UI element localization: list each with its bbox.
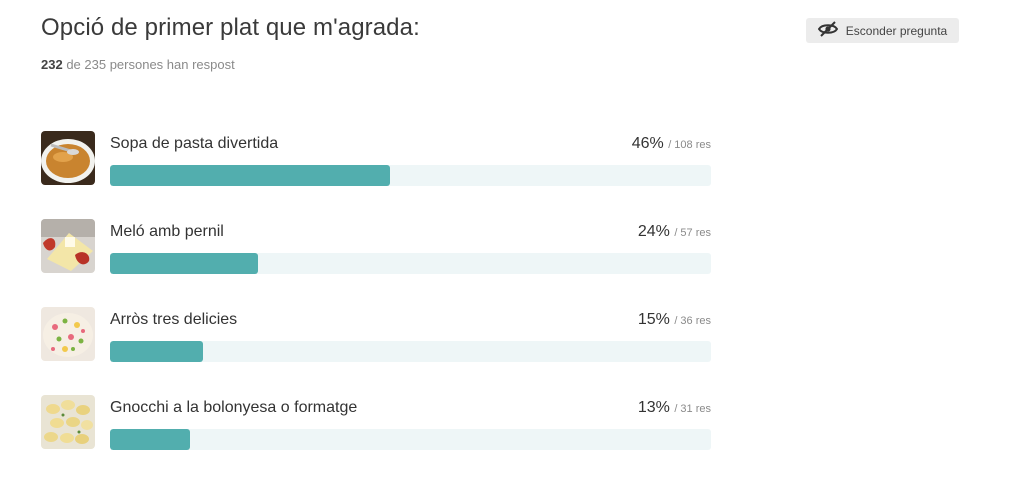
option-stats: 24% / 57 res bbox=[638, 223, 711, 241]
result-bar-fill bbox=[110, 165, 390, 186]
option-percent: 13% bbox=[637, 399, 670, 416]
option-stats: 13% / 31 res bbox=[638, 399, 711, 417]
option-percent: 15% bbox=[637, 311, 670, 328]
option-label: Sopa de pasta divertida bbox=[110, 135, 279, 152]
eye-slash-icon bbox=[817, 21, 838, 40]
melon-ham-thumbnail bbox=[41, 219, 95, 273]
option-stats: 46% / 108 res bbox=[632, 135, 711, 153]
option-label: Meló amb pernil bbox=[110, 223, 224, 240]
result-bar-fill bbox=[110, 341, 204, 362]
option-votes: / 36 res bbox=[674, 315, 711, 327]
result-bar-fill bbox=[110, 429, 191, 450]
rice-thumbnail bbox=[41, 307, 95, 361]
question-title: Opció de primer plat que m'agrada: bbox=[41, 14, 420, 41]
result-bar-track bbox=[110, 341, 711, 362]
poll-option-soup: Sopa de pasta divertida 46% / 108 res bbox=[41, 131, 711, 187]
option-stats: 15% / 36 res bbox=[638, 311, 711, 329]
option-label: Gnocchi a la bolonyesa o formatge bbox=[110, 399, 358, 416]
result-bar-track bbox=[110, 429, 711, 450]
poll-option-rice: Arròs tres delicies 15% / 36 res bbox=[41, 307, 711, 363]
poll-options: Sopa de pasta divertida 46% / 108 res Me… bbox=[41, 131, 711, 483]
answered-count: 232 bbox=[41, 57, 63, 72]
option-votes: / 31 res bbox=[674, 403, 711, 415]
gnocchi-thumbnail bbox=[41, 395, 95, 449]
result-bar-fill bbox=[110, 253, 258, 274]
result-bar-track bbox=[110, 253, 711, 274]
response-count-text: de 235 persones han respost bbox=[66, 57, 235, 72]
response-count: 232 de 235 persones han respost bbox=[41, 57, 235, 72]
option-votes: / 108 res bbox=[668, 139, 711, 151]
option-votes: / 57 res bbox=[674, 227, 711, 239]
result-bar-track bbox=[110, 165, 711, 186]
soup-thumbnail bbox=[41, 131, 95, 185]
option-percent: 24% bbox=[637, 223, 670, 240]
hide-question-label: Esconder pregunta bbox=[845, 23, 948, 38]
option-percent: 46% bbox=[631, 135, 664, 152]
poll-option-melon: Meló amb pernil 24% / 57 res bbox=[41, 219, 711, 275]
hide-question-button[interactable]: Esconder pregunta bbox=[806, 18, 959, 43]
option-label: Arròs tres delicies bbox=[110, 311, 238, 328]
poll-option-gnocchi: Gnocchi a la bolonyesa o formatge 13% / … bbox=[41, 395, 711, 451]
